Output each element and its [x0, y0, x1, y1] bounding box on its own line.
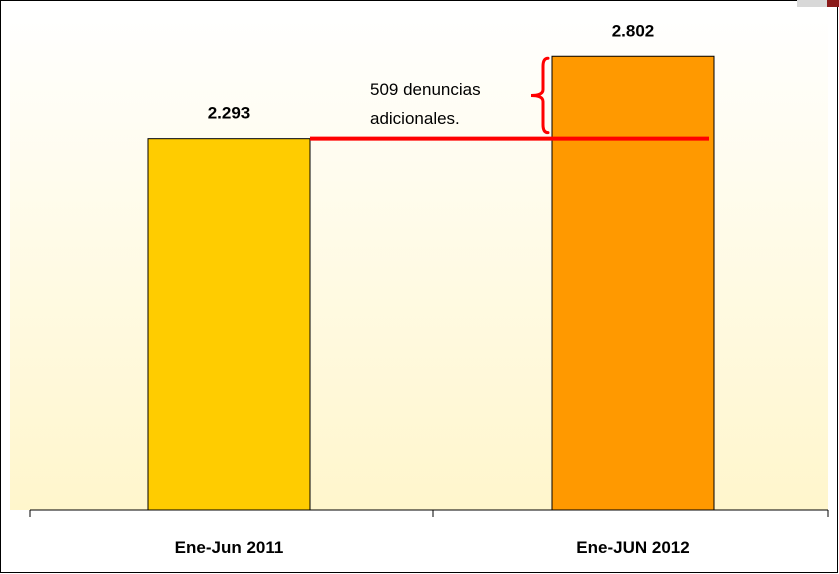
data-label-1: 2.293 [208, 104, 251, 123]
bars-layer [147, 55, 715, 511]
corner-decoration-accent [827, 0, 839, 7]
annotation-text-line-1: 509 denuncias [370, 80, 481, 99]
annotation-text-line-2: adicionales. [370, 109, 460, 128]
corner-decoration [797, 0, 839, 7]
x-tick-label-2012: Ene-JUN 2012 [576, 538, 689, 557]
bar-2 [551, 55, 715, 511]
bar-1 [147, 138, 311, 511]
data-label-2: 2.802 [612, 21, 655, 40]
x-tick-label-2011: Ene-Jun 2011 [175, 538, 284, 557]
difference-brace [530, 56, 550, 135]
labels-layer: 2.293 2.802 [208, 21, 655, 122]
